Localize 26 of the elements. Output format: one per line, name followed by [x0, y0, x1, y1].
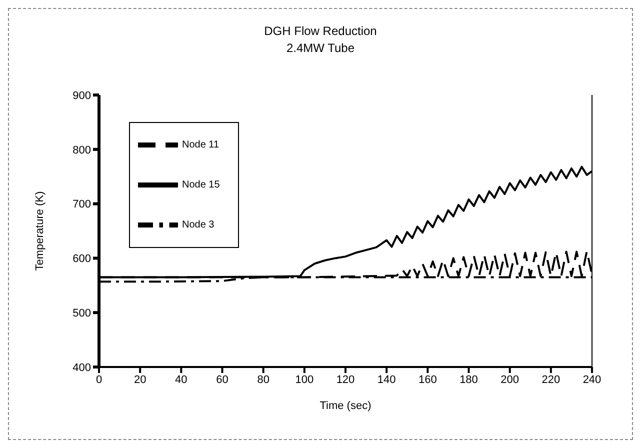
y-tick-label: 800 [72, 144, 91, 156]
y-tick-label: 700 [72, 198, 91, 211]
x-tick-label: 0 [96, 374, 102, 386]
x-tick-label: 100 [295, 374, 314, 386]
x-tick-label: 20 [134, 374, 146, 386]
x-tick-label: 160 [418, 374, 437, 386]
chart-subtitle: 2.4MW Tube [285, 40, 356, 57]
legend-label: Node 11 [182, 140, 220, 151]
x-tick-label: 80 [257, 374, 270, 386]
x-tick-label: 60 [216, 374, 228, 386]
y-tick-label: 500 [72, 308, 91, 320]
x-tick-label: 120 [336, 374, 355, 386]
x-tick-label: 240 [582, 374, 602, 386]
x-tick-label: 220 [542, 374, 560, 386]
x-tick-label: 40 [175, 374, 188, 386]
legend-label: Node 15 [182, 180, 220, 191]
y-tick-label: 400 [72, 362, 91, 374]
y-axis-title: Temperature (K) [34, 191, 46, 271]
x-axis-title: Time (sec) [320, 400, 372, 412]
chart-title: DGH Flow Reduction [263, 23, 378, 40]
x-tick-label: 140 [377, 374, 396, 386]
legend-label: Node 3 [182, 220, 214, 231]
y-tick-label: 600 [72, 253, 91, 266]
x-tick-label: 180 [460, 374, 478, 386]
x-tick-label: 200 [500, 374, 520, 386]
y-tick-label: 900 [72, 90, 91, 102]
